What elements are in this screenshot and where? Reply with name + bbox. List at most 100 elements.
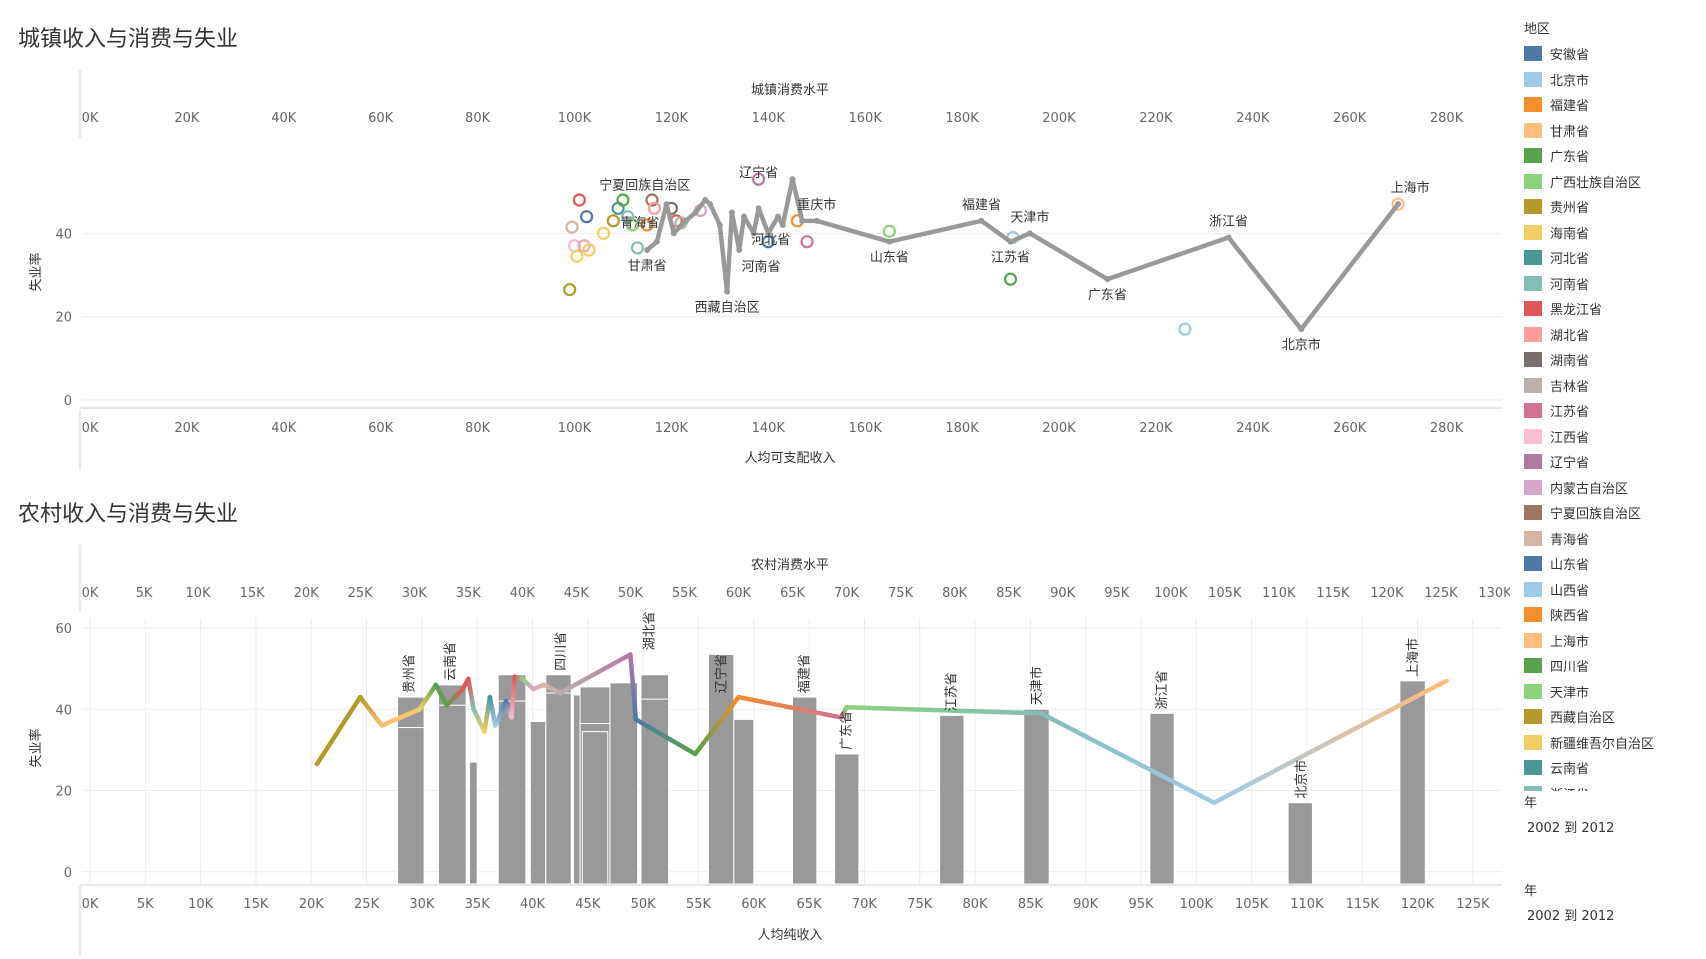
urban-line-point[interactable]	[779, 222, 786, 228]
urban-line-point[interactable]	[644, 247, 651, 253]
legend-item[interactable]: 海南省	[1510, 220, 1706, 246]
urban-line-point[interactable]	[774, 213, 781, 220]
urban-line-point[interactable]	[886, 238, 893, 245]
rural-income-bar[interactable]	[581, 731, 609, 885]
urban-line-point[interactable]	[799, 217, 806, 224]
urban-scatter-point[interactable]	[1178, 322, 1192, 336]
urban-line-point[interactable]	[741, 213, 748, 220]
urban-line-point[interactable]	[670, 230, 677, 237]
legend-item[interactable]: 新疆维吾尔自治区	[1510, 730, 1706, 756]
legend-item[interactable]: 湖南省	[1510, 347, 1706, 373]
rural-consumption-segment[interactable]	[520, 676, 536, 692]
urban-scatter-point[interactable]	[616, 193, 630, 207]
urban-line-point[interactable]	[1026, 230, 1033, 237]
legend-item[interactable]: 宁夏回族自治区	[1510, 500, 1706, 526]
legend-item[interactable]: 福建省	[1510, 92, 1706, 118]
urban-scatter-point[interactable]	[572, 193, 586, 207]
legend-item[interactable]: 天津市	[1510, 679, 1706, 705]
urban-line-point[interactable]	[1007, 238, 1014, 245]
urban-scatter-point[interactable]	[882, 224, 896, 238]
urban-scatter-point[interactable]	[563, 282, 577, 297]
rural-consumption-segment[interactable]	[692, 694, 741, 757]
urban-line-point[interactable]	[750, 230, 757, 237]
urban-scatter-point[interactable]	[751, 172, 766, 186]
urban-scatter-point[interactable]	[579, 210, 594, 224]
legend-item[interactable]: 江西省	[1510, 424, 1706, 450]
urban-scatter-point[interactable]	[647, 201, 662, 215]
legend-item[interactable]: 陕西省	[1510, 602, 1706, 628]
rural-income-bar[interactable]	[792, 696, 818, 885]
urban-scatter-point[interactable]	[596, 226, 611, 240]
rural-consumption-segment[interactable]	[1211, 678, 1449, 805]
rural-income-bar[interactable]	[1399, 680, 1426, 885]
legend-item[interactable]: 云南省	[1510, 755, 1706, 781]
year-filter-1-value[interactable]: 2002 到 2012	[1527, 821, 1615, 836]
legend-item[interactable]: 辽宁省	[1510, 449, 1706, 475]
rural-income-bar[interactable]	[733, 718, 755, 885]
rural-income-bar[interactable]	[529, 720, 548, 885]
rural-income-bar[interactable]	[707, 653, 735, 885]
urban-line-point[interactable]	[653, 238, 660, 245]
urban-scatter-point[interactable]	[626, 218, 640, 232]
legend-item[interactable]: 吉林省	[1510, 373, 1706, 399]
rural-consumption-segment[interactable]	[379, 707, 422, 728]
urban-line-point[interactable]	[1104, 276, 1111, 283]
legend-item[interactable]: 湖北省	[1510, 322, 1706, 348]
urban-line-point[interactable]	[755, 205, 762, 212]
rural-consumption-segment[interactable]	[314, 694, 363, 767]
legend-item[interactable]: 黑龙江省	[1510, 296, 1706, 322]
urban-line-point[interactable]	[1298, 326, 1305, 333]
legend-item[interactable]: 浙江省	[1510, 781, 1706, 791]
legend-item[interactable]: 广西壮族自治区	[1510, 169, 1706, 195]
rural-consumption-segment[interactable]	[541, 682, 563, 696]
legend-item[interactable]: 甘肃省	[1510, 118, 1706, 144]
urban-scatter-point[interactable]	[606, 214, 620, 228]
rural-income-bar[interactable]	[939, 714, 965, 885]
legend-list[interactable]: 安徽省 北京市 福建省 甘肃省 广东省 广西壮族自治区 贵州省 海南省 河北省 河南省 黑龙江省 湖北…	[1510, 41, 1706, 791]
rural-income-bar[interactable]	[1287, 802, 1313, 885]
year-filter-2-value[interactable]: 2002 到 2012	[1527, 909, 1615, 924]
legend-item[interactable]: 河北省	[1510, 245, 1706, 271]
legend-item[interactable]: 贵州省	[1510, 194, 1706, 220]
urban-line-point[interactable]	[724, 288, 731, 295]
rural-income-bar[interactable]	[1149, 712, 1175, 885]
urban-line-point[interactable]	[789, 176, 796, 183]
urban-line-point[interactable]	[1225, 234, 1232, 241]
rural-consumption-segment[interactable]	[509, 674, 517, 720]
urban-scatter-point[interactable]	[800, 235, 814, 249]
rural-consumption-segment[interactable]	[471, 707, 487, 734]
urban-line-point[interactable]	[716, 222, 723, 228]
rural-consumption-segment[interactable]	[433, 682, 449, 708]
rural-consumption-segment[interactable]	[357, 694, 385, 728]
legend-item[interactable]: 四川省	[1510, 653, 1706, 679]
legend-item[interactable]: 山西省	[1510, 577, 1706, 603]
year-filter-2[interactable]: 年 2002 到 2012	[1524, 880, 1614, 924]
urban-scatter-point[interactable]	[565, 220, 579, 234]
rural-consumption-segment[interactable]	[417, 682, 439, 712]
legend-item[interactable]: 西藏自治区	[1510, 704, 1706, 730]
rural-income-bar[interactable]	[545, 692, 572, 885]
legend-item[interactable]: 河南省	[1510, 271, 1706, 297]
year-filter-1[interactable]: 年 2002 到 2012	[1524, 792, 1614, 836]
legend-item[interactable]: 内蒙古自治区	[1510, 475, 1706, 501]
legend-item[interactable]: 青海省	[1510, 526, 1706, 552]
urban-line-point[interactable]	[663, 201, 670, 208]
urban-line-point[interactable]	[692, 209, 699, 216]
legend-item[interactable]: 山东省	[1510, 551, 1706, 577]
legend-item[interactable]: 安徽省	[1510, 41, 1706, 67]
rural-income-bar[interactable]	[834, 753, 860, 885]
rural-consumption-segment[interactable]	[557, 652, 633, 696]
rural-consumption-segment[interactable]	[493, 698, 509, 728]
legend-item[interactable]: 北京市	[1510, 67, 1706, 93]
rural-income-bar[interactable]	[497, 700, 527, 885]
rural-income-bar[interactable]	[609, 682, 639, 885]
urban-line-point[interactable]	[1395, 201, 1402, 208]
rural-consumption-segment[interactable]	[736, 694, 844, 720]
urban-scatter-point[interactable]	[1003, 272, 1018, 286]
legend-item[interactable]: 江苏省	[1510, 398, 1706, 424]
urban-line-point[interactable]	[707, 201, 714, 208]
rural-consumption-segment[interactable]	[628, 652, 639, 722]
rural-income-bar[interactable]	[1023, 708, 1050, 885]
rural-consumption-segment[interactable]	[487, 694, 498, 728]
rural-income-bar[interactable]	[397, 727, 425, 885]
